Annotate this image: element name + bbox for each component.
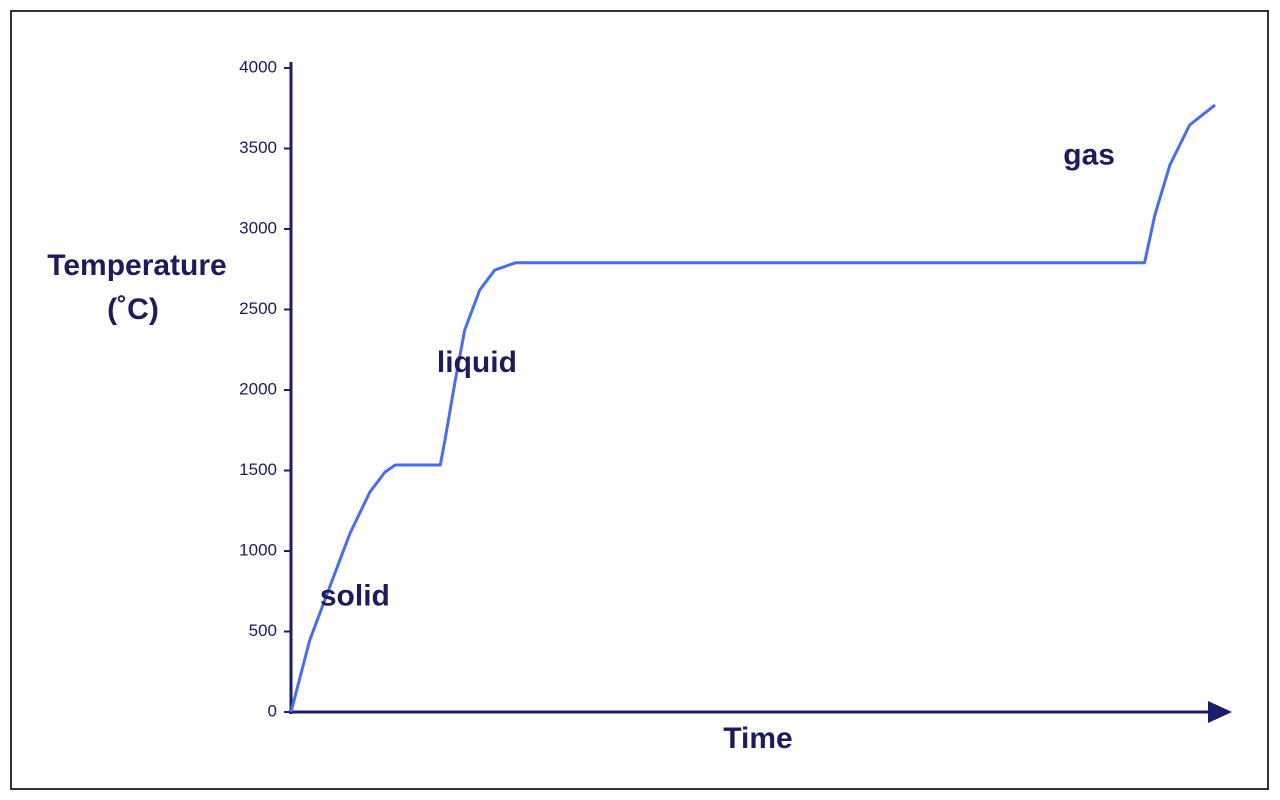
frame bbox=[10, 10, 1269, 790]
y-tick-label: 1500 bbox=[239, 460, 277, 479]
y-tick-label: 0 bbox=[268, 701, 277, 720]
x-axis-arrow bbox=[1208, 701, 1232, 723]
y-tick-label: 4000 bbox=[239, 57, 277, 76]
y-tick-label: 2000 bbox=[239, 379, 277, 398]
y-tick-label: 2500 bbox=[239, 299, 277, 318]
y-tick-label: 3000 bbox=[239, 218, 277, 237]
y-axis-label: Temperature bbox=[47, 249, 227, 282]
line bbox=[289, 103, 1216, 713]
y-axis-unit: (˚C) bbox=[107, 293, 159, 326]
y-tick-label: 1000 bbox=[239, 540, 277, 559]
annotation: liquid bbox=[437, 346, 517, 379]
annotation: gas bbox=[1063, 138, 1115, 171]
annotation: solid bbox=[320, 580, 390, 613]
y-tick-label: 3500 bbox=[239, 138, 277, 157]
y-tick-label: 500 bbox=[249, 621, 277, 640]
x-axis-label: Time bbox=[723, 722, 792, 755]
